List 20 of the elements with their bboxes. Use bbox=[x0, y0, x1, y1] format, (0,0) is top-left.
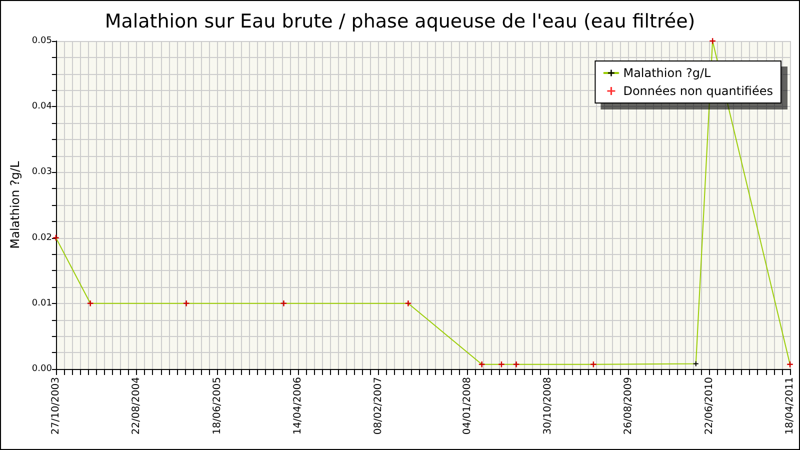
legend-label: Malathion ?g/L bbox=[623, 66, 712, 80]
x-tick-label: 22/08/2004 bbox=[131, 377, 142, 435]
x-tick-label: 22/06/2010 bbox=[704, 377, 715, 435]
y-tick-label: 0.05 bbox=[32, 36, 52, 46]
x-tick-label: 18/04/2011 bbox=[784, 377, 796, 435]
x-tick-label: 18/06/2005 bbox=[212, 377, 223, 435]
y-tick-label: 0.04 bbox=[32, 102, 52, 112]
x-tick-label: 08/02/2007 bbox=[373, 377, 384, 435]
y-axis-title: Malathion ?g/L bbox=[8, 160, 22, 249]
x-tick-label: 04/01/2008 bbox=[462, 377, 473, 435]
x-tick-label: 14/04/2006 bbox=[292, 377, 304, 435]
y-tick-label: 0.01 bbox=[32, 298, 52, 308]
y-tick-label: 0.02 bbox=[32, 232, 52, 243]
x-tick-label: 26/08/2009 bbox=[623, 377, 634, 435]
x-tick-label: 27/10/2003 bbox=[50, 377, 62, 435]
x-tick-label: 30/10/2008 bbox=[542, 377, 554, 435]
y-tick-label: 0.03 bbox=[32, 167, 52, 178]
legend-label: Données non quantifiées bbox=[623, 84, 774, 98]
chart-title: Malathion sur Eau brute / phase aqueuse de l'eau (eau filtrée) bbox=[104, 10, 696, 32]
y-tick-label: 0.00 bbox=[32, 364, 52, 374]
